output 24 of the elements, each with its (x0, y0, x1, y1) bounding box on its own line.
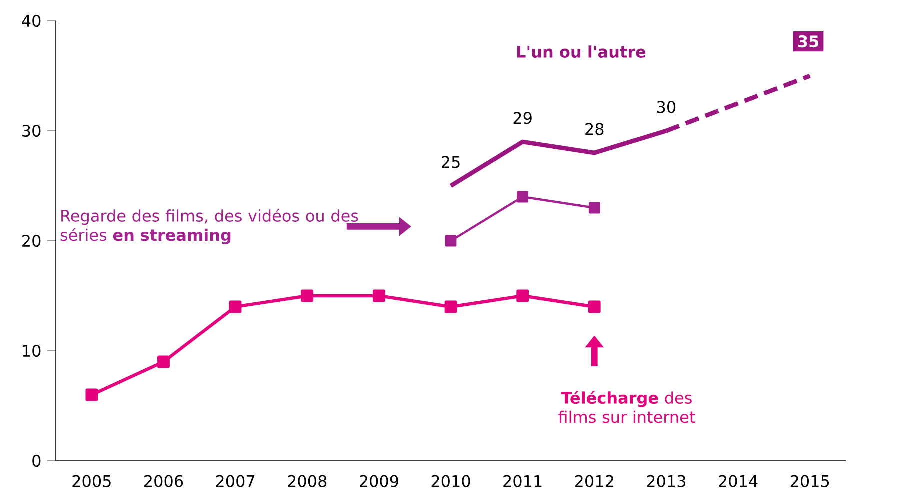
data-label: 28 (586, 123, 604, 136)
x-tick-label: 2005 (72, 475, 111, 488)
text: Regarde des films, des vidéos ou des séries en streaming (60, 208, 358, 244)
x-tick-label: 2008 (288, 475, 327, 488)
y-tick-label: 10 (23, 344, 41, 358)
x-tick-label: 2015 (790, 475, 830, 488)
x-tick-label: 2007 (216, 475, 255, 488)
data-label: 29 (514, 112, 532, 124)
x-tick-label: 2013 (647, 475, 686, 488)
x-tick-label: 2006 (144, 475, 184, 488)
y-tick-label: 0 (32, 454, 41, 468)
x-tick-label: 2012 (575, 475, 614, 488)
y-tick-label: 30 (22, 124, 41, 138)
text: L'un ou l'autre (518, 46, 646, 58)
x-tick-label: 2011 (504, 475, 542, 488)
x-tick-label: 2014 (719, 475, 758, 488)
x-tick-label: 2009 (360, 475, 398, 488)
data-label: 35 (798, 36, 819, 48)
data-label: 25 (442, 156, 460, 168)
y-tick-label: 20 (22, 234, 41, 248)
data-label: 30 (658, 101, 676, 114)
x-tick-label: 2010 (432, 475, 470, 488)
y-tick-label: 40 (22, 14, 41, 28)
text: Télécharge des films sur internet (558, 391, 696, 424)
